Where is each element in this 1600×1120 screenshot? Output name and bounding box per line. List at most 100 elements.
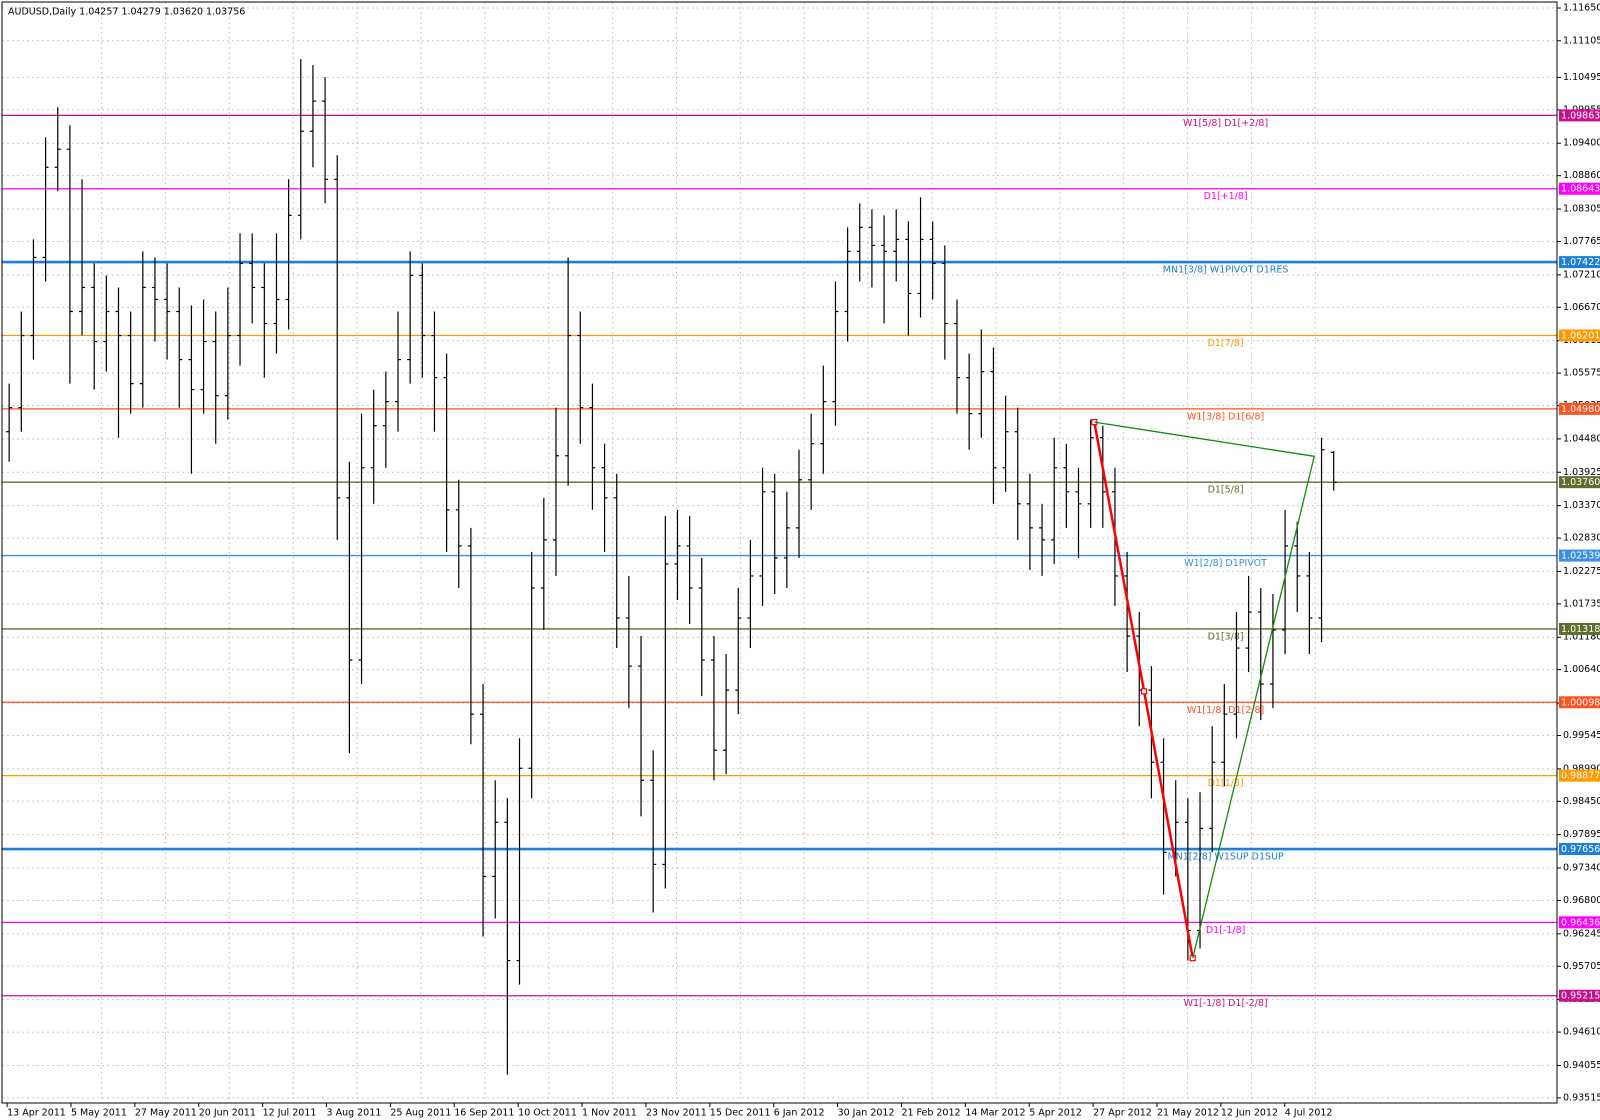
y-tick-label: 0.96800 xyxy=(1563,895,1600,906)
level-name: MN1[3/8] W1PIVOT D1RES xyxy=(1163,265,1289,276)
x-tick-label: 12 Jun 2012 xyxy=(1221,1108,1278,1119)
y-tick-label: 1.01180 xyxy=(1563,632,1600,643)
x-tick-label: 10 Oct 2011 xyxy=(518,1108,577,1119)
level-name: W1[5/8] D1[+2/8] xyxy=(1183,118,1268,129)
y-tick-label: 0.98990 xyxy=(1563,763,1600,774)
pattern-vertex xyxy=(1141,688,1148,695)
y-tick-label: 1.07210 xyxy=(1563,269,1600,280)
y-tick-label: 1.04480 xyxy=(1563,433,1600,444)
level-price-box xyxy=(1559,769,1600,782)
level-price-box xyxy=(1559,329,1600,342)
level-price-box xyxy=(1559,402,1600,415)
y-tick-label: 0.97895 xyxy=(1563,829,1600,840)
bars xyxy=(6,59,1337,1075)
chart-title: AUDUSD,Daily 1.04257 1.04279 1.03620 1.0… xyxy=(8,7,245,18)
level-price-box xyxy=(1559,476,1600,489)
level-name: D1[+1/8] xyxy=(1204,191,1248,202)
level-price-box xyxy=(1559,109,1600,122)
level-price-label: 0.96436 xyxy=(1561,917,1600,928)
y-tick-label: 0.99545 xyxy=(1563,730,1600,741)
y-tick-label: 1.11105 xyxy=(1563,35,1600,46)
x-tick-label: 27 May 2011 xyxy=(135,1108,197,1119)
y-tick-label: 1.10495 xyxy=(1563,72,1600,83)
level-name: D1[1/8] xyxy=(1208,778,1244,789)
x-tick-label: 4 Jul 2012 xyxy=(1285,1108,1333,1119)
level-price-label: 1.09863 xyxy=(1561,110,1600,121)
axes: 1.116501.111051.104951.099551.094001.088… xyxy=(6,3,1600,1119)
level-price-box xyxy=(1559,843,1600,856)
y-tick-label: 1.02830 xyxy=(1563,533,1600,544)
x-tick-label: 13 Apr 2011 xyxy=(7,1108,66,1119)
y-tick-label: 1.09400 xyxy=(1563,138,1600,149)
x-tick-label: 30 Jan 2012 xyxy=(838,1108,895,1119)
level-price-label: 1.07422 xyxy=(1561,257,1600,268)
y-tick-label: 1.05575 xyxy=(1563,368,1600,379)
level-name: W1[2/8] D1PIVOT xyxy=(1184,558,1267,569)
y-tick-label: 1.06670 xyxy=(1563,302,1600,313)
level-price-label: 1.03760 xyxy=(1561,477,1600,488)
level-price-label: 0.97656 xyxy=(1561,844,1600,855)
level-price-label: 0.95215 xyxy=(1561,991,1600,1002)
y-tick-label: 1.02275 xyxy=(1563,566,1600,577)
y-tick-label: 1.03370 xyxy=(1563,500,1600,511)
level-price-label: 0.98877 xyxy=(1561,771,1600,782)
level-name: MN1[2/8] W1SUP D1SUP xyxy=(1167,852,1284,863)
level-price-box xyxy=(1559,989,1600,1002)
y-tick-label: 1.01735 xyxy=(1563,598,1600,609)
y-tick-label: 0.96245 xyxy=(1563,928,1600,939)
x-tick-label: 23 Nov 2011 xyxy=(646,1108,707,1119)
x-tick-label: 16 Sep 2011 xyxy=(454,1108,514,1119)
y-tick-label: 0.95705 xyxy=(1563,961,1600,972)
patterns xyxy=(1091,418,1316,962)
x-tick-label: 21 May 2012 xyxy=(1157,1108,1219,1119)
level-name: D1[-1/8] xyxy=(1206,925,1246,936)
x-tick-label: 12 Jul 2011 xyxy=(263,1108,317,1119)
y-tick-label: 1.08305 xyxy=(1563,204,1600,215)
y-tick-label: 1.07765 xyxy=(1563,236,1600,247)
y-tick-label: 0.98450 xyxy=(1563,796,1600,807)
x-tick-label: 25 Aug 2011 xyxy=(390,1108,451,1119)
level-price-label: 1.00098 xyxy=(1561,697,1600,708)
x-tick-label: 21 Feb 2012 xyxy=(901,1108,960,1119)
level-price-label: 1.01318 xyxy=(1561,624,1600,635)
y-tick-label: 0.93515 xyxy=(1563,1092,1600,1103)
level-name: W1[-1/8] D1[-2/8] xyxy=(1184,998,1268,1009)
level-price-box xyxy=(1559,916,1600,929)
y-tick-label: 1.00640 xyxy=(1563,664,1600,675)
y-tick-label: 0.94610 xyxy=(1563,1027,1600,1038)
level-price-box xyxy=(1559,696,1600,709)
x-tick-label: 3 Aug 2011 xyxy=(327,1108,382,1119)
x-tick-label: 27 Apr 2012 xyxy=(1093,1108,1152,1119)
level-name: D1[5/8] xyxy=(1208,485,1244,496)
plot-frame xyxy=(1,1,1558,1104)
x-tick-label: 15 Dec 2011 xyxy=(710,1108,771,1119)
y-tick-label: 0.97340 xyxy=(1563,863,1600,874)
level-price-box xyxy=(1559,182,1600,195)
level-name: W1[1/8] D1[2/8] xyxy=(1187,705,1264,716)
level-price-label: 1.06201 xyxy=(1561,330,1600,341)
level-price-box xyxy=(1559,256,1600,269)
level-name: D1[7/8] xyxy=(1208,338,1244,349)
y-tick-label: 0.94055 xyxy=(1563,1060,1600,1071)
level-price-label: 1.08643 xyxy=(1561,184,1600,195)
x-tick-label: 14 Mar 2012 xyxy=(965,1108,1025,1119)
level-name: W1[3/8] D1[6/8] xyxy=(1187,411,1264,422)
level-price-box xyxy=(1559,622,1600,635)
level-price-label: 1.02539 xyxy=(1561,551,1600,562)
pattern-line xyxy=(1094,421,1316,959)
y-tick-label: 1.08860 xyxy=(1563,170,1600,181)
x-tick-label: 20 Jun 2011 xyxy=(199,1108,256,1119)
x-tick-label: 6 Jan 2012 xyxy=(774,1108,825,1119)
level-price-box xyxy=(1559,549,1600,562)
level-price-label: 1.04980 xyxy=(1561,404,1600,415)
level-name: D1[3/8] xyxy=(1208,631,1244,642)
y-tick-label: 1.11650 xyxy=(1563,3,1600,14)
x-tick-label: 5 May 2011 xyxy=(71,1108,127,1119)
x-tick-label: 5 Apr 2012 xyxy=(1029,1108,1082,1119)
y-tick-label: 1.03925 xyxy=(1563,467,1600,478)
levels: W1[5/8] D1[+2/8] D1[+1/8] MN1[3/8] W1PIVOT… xyxy=(2,114,1557,1009)
x-tick-label: 1 Nov 2011 xyxy=(582,1108,637,1119)
